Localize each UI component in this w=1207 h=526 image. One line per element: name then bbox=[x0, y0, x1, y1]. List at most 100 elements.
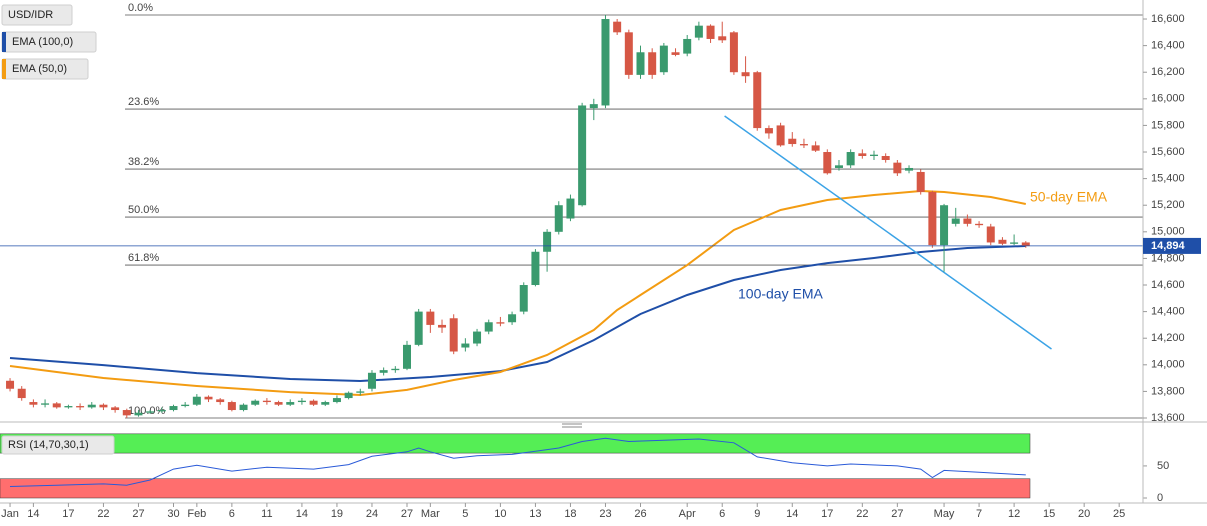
fib-label: 23.6% bbox=[128, 96, 159, 108]
fib-label: 50.0% bbox=[128, 204, 159, 216]
x-tick-label: 18 bbox=[564, 508, 576, 520]
x-tick-label: 22 bbox=[856, 508, 868, 520]
x-tick-label: 14 bbox=[296, 508, 308, 520]
candle-body bbox=[157, 410, 166, 412]
candle-body bbox=[881, 156, 890, 160]
candle-body bbox=[356, 391, 365, 393]
rsi-band bbox=[0, 433, 1031, 454]
candle-body bbox=[566, 198, 575, 219]
candle-body bbox=[706, 25, 715, 39]
candle-body bbox=[367, 372, 376, 389]
x-tick-label: 27 bbox=[132, 508, 144, 520]
candle-body bbox=[613, 21, 622, 33]
y-tick-label: 15,600 bbox=[1151, 146, 1185, 158]
candle-body bbox=[64, 406, 73, 408]
legend-swatch bbox=[2, 59, 6, 79]
ema-line bbox=[9, 245, 1026, 383]
x-tick-label: 5 bbox=[462, 508, 468, 520]
y-tick-label: 13,600 bbox=[1151, 412, 1185, 424]
rsi-tick-label: 50 bbox=[1157, 460, 1169, 472]
candle-body bbox=[169, 406, 178, 411]
x-tick-label: Feb bbox=[187, 508, 206, 520]
legend: USD/IDR EMA (100,0) EMA (50,0) RSI (14,7… bbox=[1, 4, 115, 455]
candle-body bbox=[251, 400, 260, 405]
y-tick-label: 14,200 bbox=[1151, 332, 1185, 344]
candle-body bbox=[741, 72, 750, 77]
candle-body bbox=[776, 125, 785, 146]
candle-body bbox=[76, 406, 85, 408]
x-tick-label: 11 bbox=[261, 508, 272, 520]
x-tick-label: 27 bbox=[891, 508, 903, 520]
candle-body bbox=[951, 218, 960, 224]
candle-body bbox=[659, 45, 668, 73]
rsi-band bbox=[0, 478, 1031, 499]
fib-label: 38.2% bbox=[128, 156, 159, 168]
candle-body bbox=[683, 38, 692, 54]
candle-body bbox=[134, 412, 143, 416]
candle-body bbox=[204, 396, 213, 400]
rsi-label: RSI (14,70,30,1) bbox=[8, 439, 89, 451]
candle-body bbox=[6, 380, 15, 389]
candle-body bbox=[449, 318, 458, 352]
annotation: 100-day EMA bbox=[738, 286, 823, 302]
candle-body bbox=[578, 105, 587, 206]
candle-body bbox=[321, 402, 330, 405]
x-tick-label: 10 bbox=[494, 508, 506, 520]
candle-body bbox=[262, 400, 271, 403]
candle-body bbox=[905, 167, 914, 171]
candle-body bbox=[227, 402, 236, 411]
candle-body bbox=[52, 403, 61, 408]
x-tick-label: 27 bbox=[401, 508, 413, 520]
candle-body bbox=[811, 145, 820, 151]
candle-body bbox=[17, 388, 26, 399]
y-tick-label: 16,200 bbox=[1151, 66, 1185, 78]
candle-body bbox=[893, 162, 902, 174]
x-tick-label: 20 bbox=[1078, 508, 1090, 520]
x-tick-label: 25 bbox=[1113, 508, 1125, 520]
x-tick-label: 6 bbox=[229, 508, 235, 520]
candle-body bbox=[41, 403, 50, 405]
candle-body bbox=[554, 205, 563, 232]
x-tick-label: 23 bbox=[599, 508, 611, 520]
candle-body bbox=[496, 322, 505, 324]
x-tick-label: 7 bbox=[976, 508, 982, 520]
panel-grip bbox=[562, 423, 582, 428]
candle-body bbox=[543, 231, 552, 252]
x-tick-label: 14 bbox=[786, 508, 798, 520]
x-tick-label: Jan bbox=[1, 508, 19, 520]
candle-body bbox=[111, 407, 120, 411]
candle-body bbox=[519, 285, 528, 312]
y-tick-label: 16,400 bbox=[1151, 40, 1185, 52]
x-tick-label: 17 bbox=[62, 508, 74, 520]
y-tick-label: 14,000 bbox=[1151, 359, 1185, 371]
candle-body bbox=[122, 410, 131, 416]
candle-body bbox=[508, 314, 517, 323]
candle-body bbox=[239, 404, 248, 411]
candle-body bbox=[146, 411, 155, 413]
y-tick-label: 15,400 bbox=[1151, 173, 1185, 185]
candle-body bbox=[589, 104, 598, 109]
rsi-panel: 0 50 bbox=[0, 433, 1169, 504]
candle-body bbox=[975, 223, 984, 226]
y-tick-label: 14,600 bbox=[1151, 279, 1185, 291]
x-tick-label: 19 bbox=[331, 508, 343, 520]
candle-body bbox=[414, 311, 423, 345]
candle-body bbox=[216, 399, 225, 403]
candle-body bbox=[87, 404, 96, 408]
candle-body bbox=[438, 324, 447, 328]
candle-body bbox=[192, 396, 201, 405]
y-tick-label: 16,000 bbox=[1151, 93, 1185, 105]
candle-body bbox=[799, 144, 808, 146]
candle-body bbox=[274, 402, 283, 405]
rsi-tick-label: 0 bbox=[1157, 492, 1163, 504]
legend-swatch bbox=[2, 32, 6, 52]
y-tick-label: 16,600 bbox=[1151, 13, 1185, 25]
last-price-box bbox=[1143, 237, 1201, 254]
ema-line bbox=[9, 189, 1026, 397]
candle-body bbox=[998, 239, 1007, 244]
candle-body bbox=[729, 32, 738, 73]
candle-body bbox=[846, 152, 855, 166]
candle-body bbox=[648, 52, 657, 75]
